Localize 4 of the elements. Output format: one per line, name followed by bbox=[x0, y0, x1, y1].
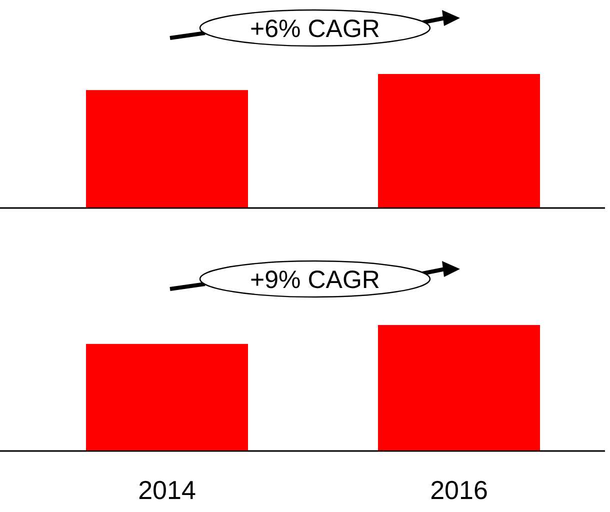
text: +6% CAGR bbox=[250, 15, 380, 43]
x-tick-label: 2014 bbox=[138, 475, 196, 505]
x-tick-label: 2016 bbox=[430, 475, 488, 505]
text: +9% CAGR bbox=[250, 266, 380, 294]
